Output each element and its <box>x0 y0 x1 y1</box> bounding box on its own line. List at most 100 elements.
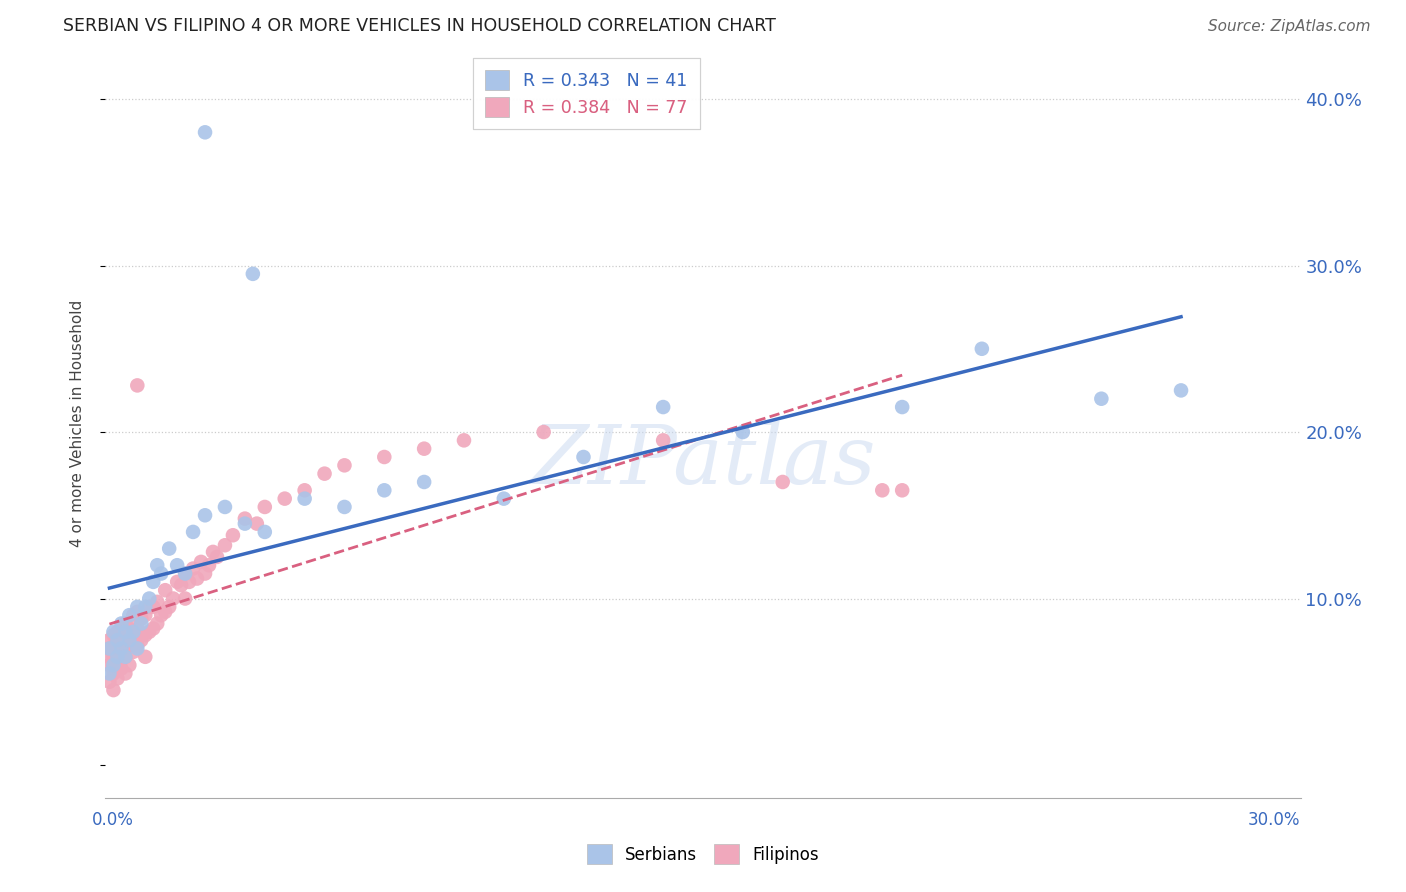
Point <box>166 558 188 573</box>
Point <box>891 400 914 414</box>
Point <box>129 616 153 631</box>
Point <box>202 545 225 559</box>
Point <box>127 622 149 636</box>
Point <box>242 267 264 281</box>
Point <box>413 442 436 456</box>
Point <box>98 666 121 681</box>
Point <box>205 549 228 564</box>
Point <box>222 528 245 542</box>
Point <box>110 633 132 648</box>
Point <box>190 555 212 569</box>
Point <box>246 516 269 531</box>
Point <box>118 658 141 673</box>
Point <box>233 516 256 531</box>
Point <box>134 599 156 614</box>
Legend: Serbians, Filipinos: Serbians, Filipinos <box>581 838 825 871</box>
Point <box>174 566 197 581</box>
Text: ZIPatlas: ZIPatlas <box>530 421 876 501</box>
Point <box>114 649 136 664</box>
Point <box>166 574 188 589</box>
Point <box>107 649 129 664</box>
Point <box>138 599 160 614</box>
Point <box>170 578 193 592</box>
Point <box>110 661 132 675</box>
Point <box>107 638 129 652</box>
Point <box>103 658 125 673</box>
Point <box>110 649 132 664</box>
Point <box>134 628 156 642</box>
Point <box>314 467 336 481</box>
Point <box>198 558 221 573</box>
Point <box>114 649 136 664</box>
Point <box>103 641 125 656</box>
Point <box>122 645 145 659</box>
Point <box>194 508 217 523</box>
Point <box>118 608 141 623</box>
Point <box>103 666 125 681</box>
Point <box>150 608 173 623</box>
Point <box>103 624 125 639</box>
Point <box>127 641 149 656</box>
Point <box>153 583 177 598</box>
Text: Source: ZipAtlas.com: Source: ZipAtlas.com <box>1208 20 1371 34</box>
Point <box>373 450 395 464</box>
Point <box>891 483 914 498</box>
Y-axis label: 4 or more Vehicles in Household: 4 or more Vehicles in Household <box>70 300 84 548</box>
Point <box>731 425 754 439</box>
Point <box>150 566 173 581</box>
Point <box>872 483 894 498</box>
Point <box>970 342 993 356</box>
Point <box>122 624 145 639</box>
Point <box>492 491 515 506</box>
Point <box>652 434 675 448</box>
Point <box>98 641 121 656</box>
Point <box>177 574 201 589</box>
Point <box>533 425 555 439</box>
Point <box>98 649 121 664</box>
Point <box>118 633 141 648</box>
Point <box>98 641 121 656</box>
Point <box>146 595 169 609</box>
Text: 0.0%: 0.0% <box>91 811 134 829</box>
Point <box>233 511 256 525</box>
Point <box>142 599 165 614</box>
Point <box>134 608 156 623</box>
Point <box>114 616 136 631</box>
Point <box>118 638 141 652</box>
Point <box>98 633 121 648</box>
Text: SERBIAN VS FILIPINO 4 OR MORE VEHICLES IN HOUSEHOLD CORRELATION CHART: SERBIAN VS FILIPINO 4 OR MORE VEHICLES I… <box>63 17 776 35</box>
Point <box>373 483 395 498</box>
Point <box>186 572 208 586</box>
Point <box>142 622 165 636</box>
Point <box>772 475 794 489</box>
Point <box>107 658 129 673</box>
Point <box>127 605 149 619</box>
Point <box>118 622 141 636</box>
Legend: R = 0.343   N = 41, R = 0.384   N = 77: R = 0.343 N = 41, R = 0.384 N = 77 <box>472 58 700 129</box>
Point <box>181 561 204 575</box>
Point <box>157 599 180 614</box>
Point <box>146 558 169 573</box>
Point <box>127 378 149 392</box>
Point <box>162 591 184 606</box>
Point <box>110 641 132 656</box>
Point <box>114 666 136 681</box>
Point <box>107 624 129 639</box>
Point <box>153 605 177 619</box>
Point <box>127 638 149 652</box>
Point <box>194 125 217 139</box>
Point <box>114 624 136 639</box>
Point <box>214 538 236 552</box>
Point <box>194 566 217 581</box>
Point <box>1170 384 1192 398</box>
Point <box>98 674 121 689</box>
Point <box>214 500 236 514</box>
Point <box>142 574 165 589</box>
Point <box>413 475 436 489</box>
Point <box>98 658 121 673</box>
Text: 30.0%: 30.0% <box>1249 811 1301 829</box>
Point <box>253 524 276 539</box>
Point <box>138 591 160 606</box>
Point <box>110 616 132 631</box>
Point <box>453 434 475 448</box>
